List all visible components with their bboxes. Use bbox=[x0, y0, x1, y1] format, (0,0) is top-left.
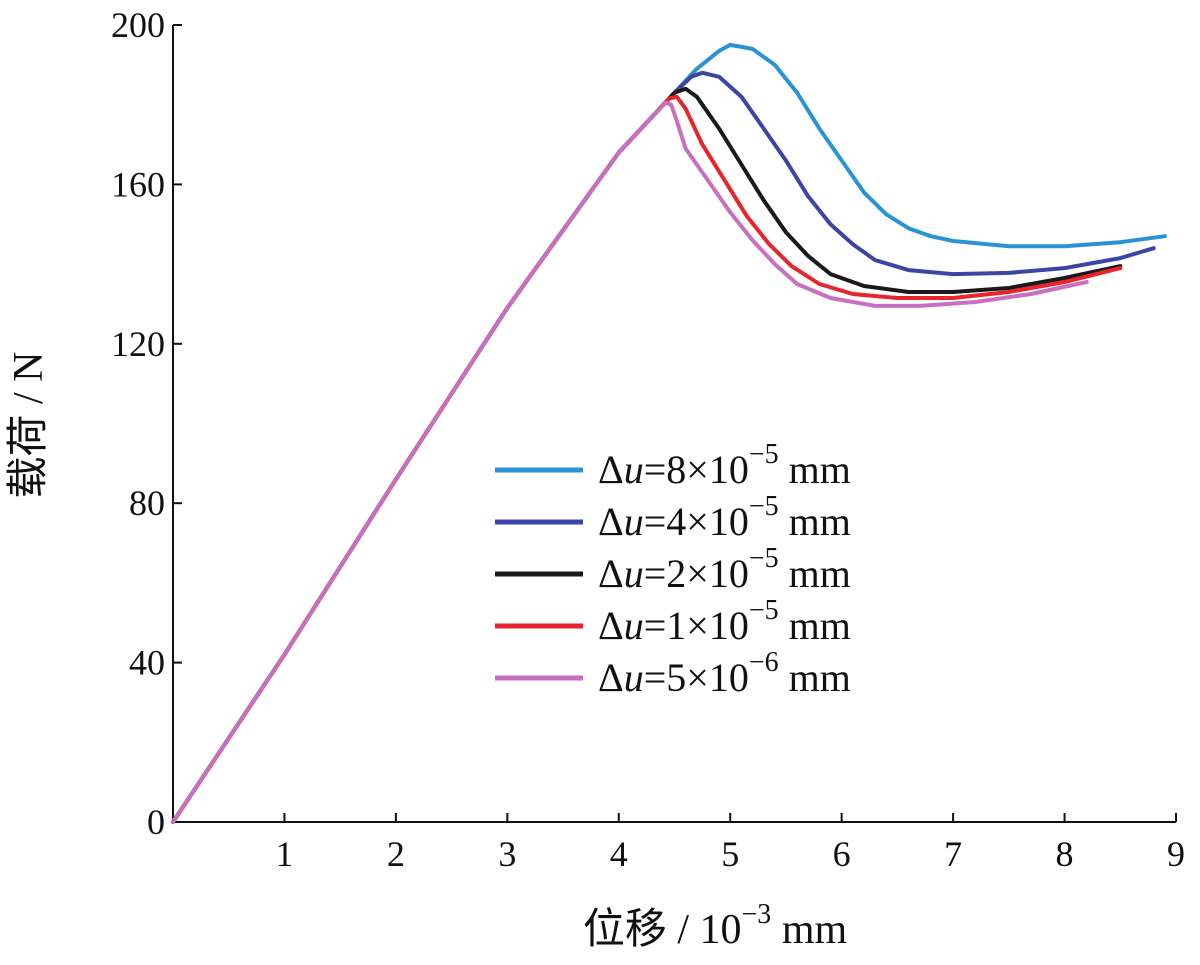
legend-mid: =2×10 bbox=[644, 551, 749, 596]
x-tick-label: 8 bbox=[1056, 834, 1074, 874]
legend-delta: Δ bbox=[598, 499, 624, 544]
legend-unit: mm bbox=[779, 551, 851, 596]
legend-label-1: Δu=8×10−5 mm bbox=[598, 439, 851, 492]
legend-exp: −6 bbox=[749, 647, 779, 678]
legend-var: u bbox=[624, 447, 644, 492]
legend-mid: =1×10 bbox=[644, 603, 749, 648]
legend-exp: −5 bbox=[749, 439, 779, 470]
y-tick-label: 160 bbox=[111, 164, 165, 204]
legend-var: u bbox=[624, 603, 644, 648]
legend-exp: −5 bbox=[749, 543, 779, 574]
legend-unit: mm bbox=[779, 499, 851, 544]
x-axis-label-main: 位移 / 10 bbox=[583, 906, 742, 953]
x-axis-label-exp: −3 bbox=[742, 899, 772, 930]
legend-delta: Δ bbox=[598, 447, 624, 492]
legend-label-3: Δu=2×10−5 mm bbox=[598, 543, 851, 596]
legend-label-5: Δu=5×10−6 mm bbox=[598, 647, 851, 700]
x-tick-label: 7 bbox=[944, 834, 962, 874]
y-tick-label: 200 bbox=[111, 5, 165, 45]
legend-var: u bbox=[624, 551, 644, 596]
x-tick-label: 9 bbox=[1167, 834, 1185, 874]
series-lines bbox=[171, 42, 1167, 824]
legend-exp: −5 bbox=[749, 491, 779, 522]
x-tick-label: 5 bbox=[721, 834, 739, 874]
y-tick-label: 0 bbox=[147, 802, 165, 842]
legend-var: u bbox=[624, 499, 644, 544]
x-tick-label: 4 bbox=[610, 834, 628, 874]
legend-mid: =4×10 bbox=[644, 499, 749, 544]
x-tick-label: 6 bbox=[833, 834, 851, 874]
y-axis-label: 载荷 / N bbox=[6, 351, 52, 498]
axes: 0 40 80 120 160 200 1 2 3 4 5 6 7 8 9 bbox=[111, 5, 1185, 874]
legend-var: u bbox=[624, 655, 644, 700]
legend-unit: mm bbox=[779, 603, 851, 648]
y-tick-label: 40 bbox=[129, 643, 165, 683]
legend-delta: Δ bbox=[598, 655, 624, 700]
x-tick-label: 3 bbox=[498, 834, 516, 874]
legend-label-2: Δu=4×10−5 mm bbox=[598, 491, 851, 544]
legend-exp: −5 bbox=[749, 595, 779, 626]
x-tick-label: 1 bbox=[275, 834, 293, 874]
series-line-1 bbox=[171, 42, 1167, 824]
legend-unit: mm bbox=[779, 655, 851, 700]
y-tick-label: 120 bbox=[111, 324, 165, 364]
legend-delta: Δ bbox=[598, 603, 624, 648]
series-line-5 bbox=[171, 100, 1089, 824]
legend-mid: =8×10 bbox=[644, 447, 749, 492]
legend-label-4: Δu=1×10−5 mm bbox=[598, 595, 851, 648]
legend-unit: mm bbox=[779, 447, 851, 492]
legend-mid: =5×10 bbox=[644, 655, 749, 700]
x-tick-label: 2 bbox=[387, 834, 405, 874]
y-tick-label: 80 bbox=[129, 483, 165, 523]
x-axis-label-unit: mm bbox=[771, 907, 847, 953]
x-axis-label: 位移 / 10−3 mm bbox=[583, 899, 848, 953]
legend-delta: Δ bbox=[598, 551, 624, 596]
